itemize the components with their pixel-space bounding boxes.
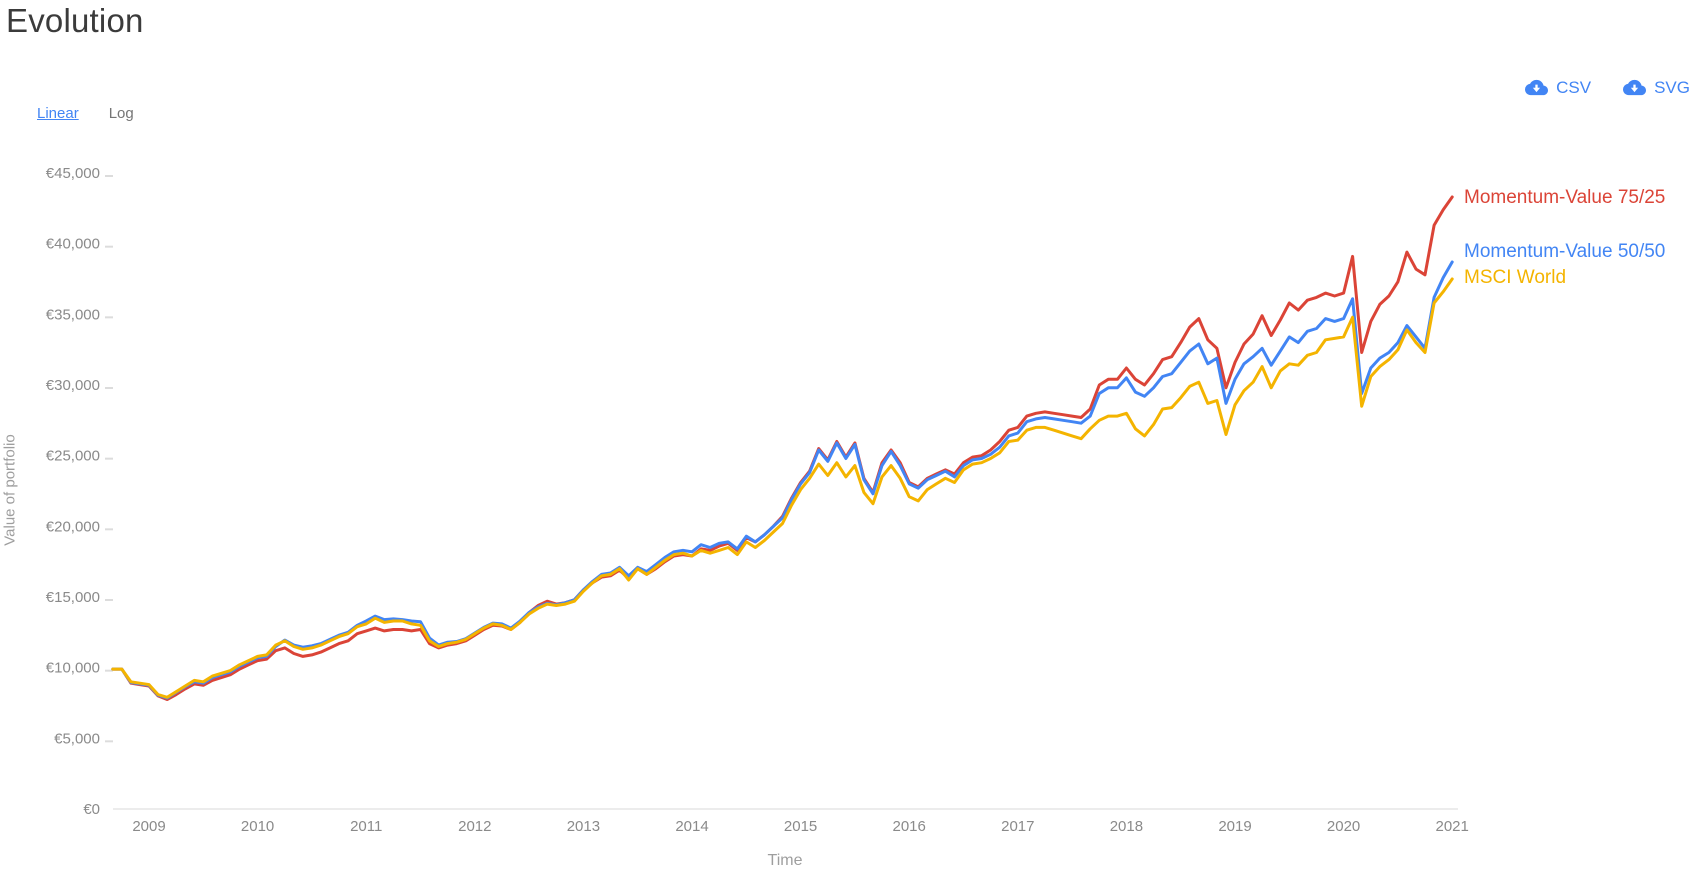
series-line-momentum-value-50-50[interactable] <box>111 260 1454 700</box>
export-buttons: CSV SVG <box>1525 76 1690 99</box>
x-tick-label: 2009 <box>132 818 165 835</box>
x-tick-label: 2012 <box>458 818 491 835</box>
x-tick-label: 2019 <box>1218 818 1251 835</box>
x-tick-label: 2018 <box>1110 818 1143 835</box>
cloud-download-icon <box>1623 76 1647 99</box>
y-tick-label: €40,000 <box>46 236 100 253</box>
x-tick-label: 2014 <box>675 818 708 835</box>
scale-toggle: Linear Log <box>37 105 134 122</box>
legend-label-momentum-value-75-25: Momentum-Value 75/25 <box>1464 187 1666 208</box>
y-tick-label: €0 <box>83 801 100 818</box>
cloud-download-icon <box>1525 76 1549 99</box>
y-tick-label: €30,000 <box>46 377 100 394</box>
x-axis-title: Time <box>767 852 803 869</box>
x-tick-label: 2015 <box>784 818 817 835</box>
linear-scale-link[interactable]: Linear <box>37 105 79 122</box>
y-tick-label: €5,000 <box>54 730 100 747</box>
y-tick-label: €20,000 <box>46 518 100 535</box>
y-tick-label: €35,000 <box>46 306 100 323</box>
page-title: Evolution <box>6 2 144 39</box>
x-tick-label: 2013 <box>567 818 600 835</box>
series-line-msci-world[interactable] <box>111 277 1454 699</box>
csv-button-label: CSV <box>1556 77 1592 97</box>
x-tick-label: 2020 <box>1327 818 1360 835</box>
svg-button-label: SVG <box>1654 77 1690 97</box>
y-tick-label: €45,000 <box>46 165 100 182</box>
download-csv-button[interactable]: CSV <box>1525 76 1591 99</box>
x-tick-label: 2021 <box>1436 818 1469 835</box>
x-tick-label: 2017 <box>1001 818 1034 835</box>
y-tick-label: €15,000 <box>46 589 100 606</box>
legend-label-momentum-value-50-50: Momentum-Value 50/50 <box>1464 241 1666 262</box>
x-tick-label: 2010 <box>241 818 274 835</box>
y-tick-label: €25,000 <box>46 448 100 465</box>
y-tick-label: €10,000 <box>46 660 100 677</box>
log-scale-link[interactable]: Log <box>108 105 134 122</box>
x-tick-label: 2016 <box>893 818 926 835</box>
series-line-momentum-value-75-25[interactable] <box>111 195 1454 701</box>
legend-label-msci-world: MSCI World <box>1464 267 1567 288</box>
x-tick-label: 2011 <box>350 818 382 835</box>
download-svg-button[interactable]: SVG <box>1623 76 1690 99</box>
